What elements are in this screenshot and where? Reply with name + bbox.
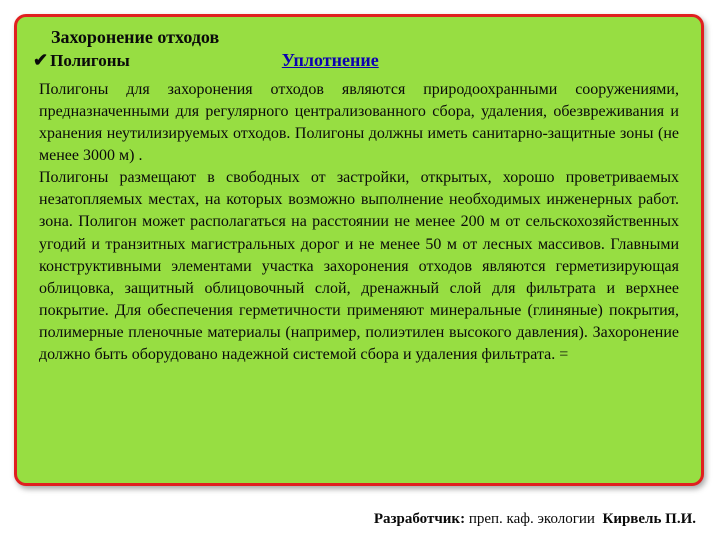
heading-sub: Полигоны: [50, 51, 130, 71]
body-paragraph: Полигоны для захоронения отходов являютс…: [39, 79, 679, 167]
heading-main: Захоронение отходов: [51, 27, 679, 48]
content-card: Захоронение отходов ✔ Полигоны Уплотнени…: [14, 14, 704, 486]
check-icon: ✔: [33, 50, 48, 71]
footer-label: Разработчик:: [374, 511, 465, 527]
compaction-link[interactable]: Уплотнение: [282, 50, 379, 71]
footer-credit: Разработчик: преп. каф. экологии Кирвель…: [374, 511, 696, 528]
footer-role: преп. каф. экологии: [469, 511, 595, 527]
body-text: Полигоны для захоронения отходов являютс…: [39, 79, 679, 366]
heading-row: ✔ Полигоны Уплотнение: [39, 50, 679, 71]
body-paragraph: Полигоны размещают в свободных от застро…: [39, 167, 679, 366]
footer-author: Кирвель П.И.: [602, 511, 696, 527]
